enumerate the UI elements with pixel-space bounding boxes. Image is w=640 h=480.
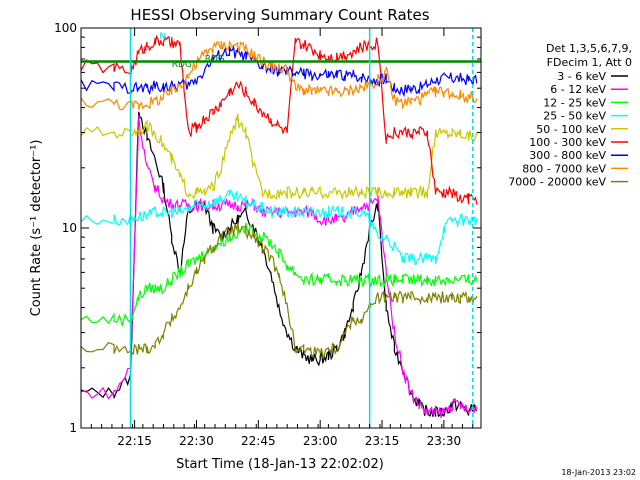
legend-label: 100 - 300 keV bbox=[529, 136, 606, 149]
legend-label: 7000 - 20000 keV bbox=[508, 176, 606, 189]
annotation-n-1: N bbox=[159, 32, 166, 42]
chart-title: HESSI Observing Summary Count Rates bbox=[130, 6, 429, 24]
annotation-rdg-3: RDG bbox=[172, 60, 192, 70]
plot-area: N F RDG RDG bbox=[80, 28, 481, 428]
x-tick-label: 22:15 bbox=[117, 434, 152, 448]
series-line-100-300-kev bbox=[80, 34, 478, 205]
series-line-50-100-kev bbox=[80, 113, 478, 201]
x-tick-label: 23:30 bbox=[427, 434, 462, 448]
annotation-f-2: F bbox=[143, 46, 148, 56]
series-line-3-6-kev bbox=[80, 111, 478, 417]
series-line-6-12-kev bbox=[80, 114, 478, 419]
plot-frame bbox=[80, 27, 482, 429]
legend-label: 800 - 7000 keV bbox=[522, 162, 606, 175]
y-tick-label: 10 bbox=[62, 221, 77, 235]
x-tick-label: 23:15 bbox=[365, 434, 400, 448]
series-line-12-25-kev bbox=[80, 222, 478, 328]
series-line-25-50-kev bbox=[80, 188, 478, 266]
x-tick-label: 22:30 bbox=[179, 434, 214, 448]
plot-border bbox=[80, 27, 482, 429]
y-axis-label: Count Rate (s⁻¹ detector⁻¹) bbox=[29, 140, 44, 317]
x-tick-label: 23:00 bbox=[303, 434, 338, 448]
x-axis-label: Start Time (18-Jan-13 22:02:02) bbox=[176, 457, 384, 472]
series-line-300-800-kev bbox=[80, 45, 478, 98]
y-tick-label: 100 bbox=[54, 21, 77, 35]
legend: Det 1,3,5,6,7,9, FDecim 1, Att 0 3 - 6 k… bbox=[508, 42, 632, 189]
legend-header-2: FDecim 1, Att 0 bbox=[547, 56, 632, 69]
axis-ticks: 22:15 22:30 22:45 23:00 23:15 23:30 1 10 100 bbox=[54, 21, 481, 448]
series-line-800-7000-kev bbox=[80, 40, 478, 111]
legend-header-1: Det 1,3,5,6,7,9, bbox=[546, 42, 632, 55]
legend-label: 12 - 25 keV bbox=[543, 96, 606, 109]
legend-label: 3 - 6 keV bbox=[557, 70, 606, 83]
x-tick-label: 22:45 bbox=[241, 434, 276, 448]
series-line-7000-20000-kev bbox=[80, 222, 478, 358]
legend-label: 300 - 800 keV bbox=[529, 149, 606, 162]
legend-label: 25 - 50 keV bbox=[543, 110, 606, 123]
annotation-rdg-4: RDG bbox=[205, 54, 225, 64]
legend-label: 50 - 100 keV bbox=[536, 123, 606, 136]
footer-date: 18-Jan-2013 23:02 bbox=[561, 468, 636, 477]
y-tick-label: 1 bbox=[69, 421, 77, 435]
legend-label: 6 - 12 keV bbox=[550, 83, 606, 96]
